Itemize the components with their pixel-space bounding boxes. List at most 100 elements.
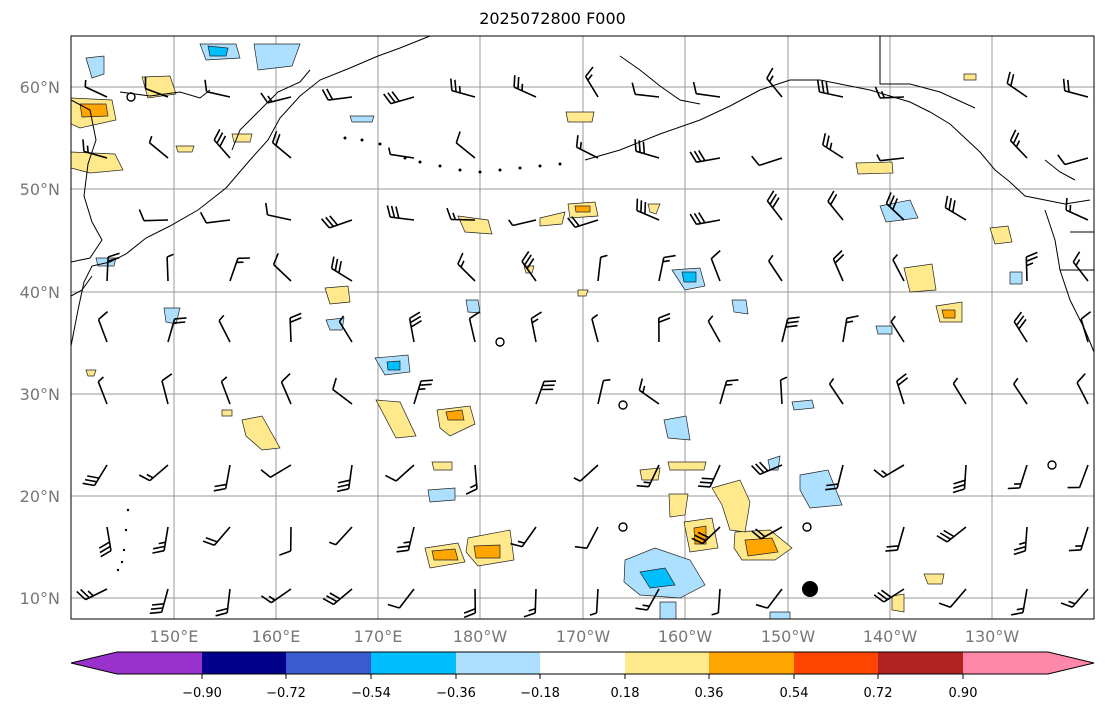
wind-barb [97,376,108,405]
colorbar-segment [540,652,625,674]
wind-barb [842,315,859,343]
wind-barb [822,133,844,159]
wind-barb [260,92,292,104]
wind-barb [468,311,480,343]
wind-barb [396,526,415,553]
wind-barb [82,139,108,159]
wind-barb [1013,377,1028,405]
lon-label: 130°W [965,627,1020,646]
wind-barb [385,464,415,482]
contour-negative [639,567,676,589]
wind-barb [265,202,292,221]
wind-barb [387,588,415,609]
wind-barb [138,464,169,482]
colorbar-tick-label: −0.90 [182,686,222,701]
wind-barb [1006,71,1028,98]
colorbar-segment [794,652,878,674]
wind-barb [574,526,599,549]
colorbar-tick-label: −0.18 [520,686,560,701]
wind-barb [876,154,905,162]
wind-barb [873,464,905,478]
wind-barb [144,76,169,98]
wind-barb [220,376,231,405]
wind-barb [76,588,108,601]
wind-barb [631,82,660,98]
wind-barb [766,67,783,98]
wind-barb [638,378,660,405]
wind-barb [1013,526,1028,556]
wind-barb [658,254,676,282]
colorbar-segment [371,652,456,674]
wind-barb [711,588,721,616]
wind-barb [692,81,721,98]
lon-label: 150°W [761,627,816,646]
wind-barb [388,147,415,159]
lon-label: 170°E [354,627,403,646]
wind-barb [204,79,231,98]
wind-barb [329,526,353,546]
lon-label: 150°E [150,627,199,646]
wind-barb [199,211,231,224]
wind-barb [689,149,721,163]
wind-barb [260,588,292,604]
wind-barb [213,129,231,159]
colorbar-tick-label: −0.36 [436,686,476,701]
lon-label: 140°W [863,627,918,646]
wind-barb [148,135,169,159]
wind-barb [584,66,599,98]
wind-barb [710,250,721,282]
wind-barb [944,195,967,221]
wind-barb [832,250,845,282]
wind-barb [455,131,476,159]
wind-barb [1067,464,1089,489]
wind-barb [167,317,187,343]
wind-barb [825,464,844,491]
wind-barb [873,588,905,603]
wind-barb [271,131,292,159]
wind-barbs [76,66,1092,619]
lat-label: 20°N [20,487,60,506]
wind-barb [827,190,844,221]
wind-barb [1007,464,1028,490]
wind-barb [689,212,721,226]
colorbar-segment [625,652,709,674]
lon-label: 170°W [556,627,611,646]
wind-barb [408,311,422,343]
wind-barb [320,215,353,229]
wind-barb [698,464,721,488]
wind-barb [82,464,108,487]
wind-barb [1025,251,1038,282]
wind-barb [332,377,353,405]
colorbar-segment [202,652,286,674]
wind-barb [260,464,292,478]
wind-barb [535,380,557,405]
wind-barb [1062,78,1089,98]
aleutian-islands [116,136,562,572]
wind-barb [952,464,967,494]
wind-barb [97,310,109,343]
colorbar-extend-max [1048,652,1094,674]
wind-barb [751,461,783,476]
wind-barb [289,312,302,343]
colorbar-tick-label: 0.18 [611,686,640,701]
wind-barb [202,526,231,546]
lat-label: 50°N [20,180,60,199]
wind-barb [322,588,353,606]
wind-barb [213,464,231,492]
wind-barb [338,315,353,343]
wind-barb [272,253,292,282]
wind-barb [828,377,844,405]
wind-barb [152,526,169,554]
wind-barb [463,588,477,619]
lat-label: 30°N [20,385,60,404]
wind-barb [450,78,476,98]
colorbar-tick-label: −0.54 [351,686,391,701]
wind-barb [457,252,476,282]
wind-barb [589,588,599,616]
calm-markers [126,92,1057,532]
wind-barb [952,377,967,405]
wind-barb [383,91,415,105]
contour-fills [71,43,1023,619]
